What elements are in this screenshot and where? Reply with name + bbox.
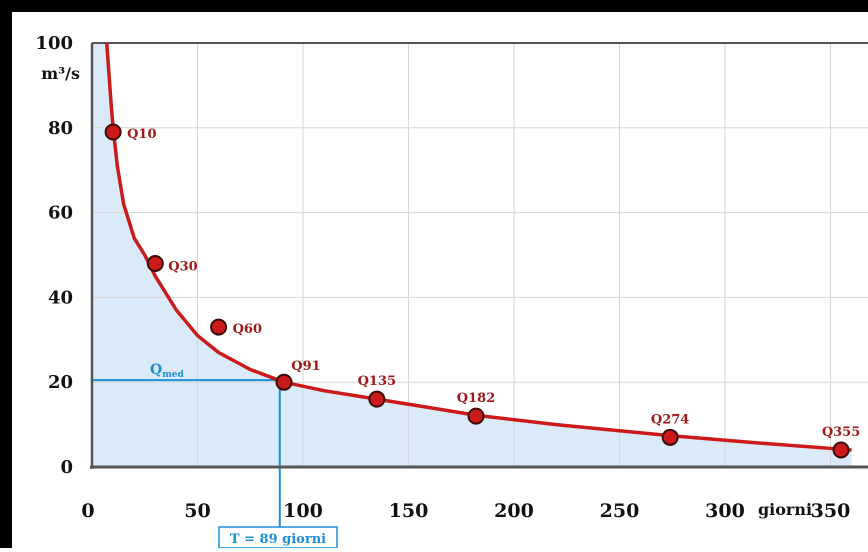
data-point-q135 (368, 390, 386, 408)
data-point-q60 (210, 318, 228, 336)
t-annotation-text: T = 89 giorni (230, 532, 326, 547)
data-point-q10 (104, 123, 122, 141)
point-label-q182: Q182 (457, 391, 495, 406)
x-tick-label: 150 (389, 500, 429, 522)
area-under-curve (92, 43, 852, 467)
data-point-q30 (146, 254, 164, 272)
data-point-q355 (832, 441, 850, 459)
y-tick-label: 80 (48, 118, 73, 139)
y-tick-label: 20 (48, 372, 73, 393)
y-axis-label: m³/s (41, 64, 80, 83)
point-label-q10: Q10 (127, 127, 156, 142)
y-tick-label: 40 (48, 287, 73, 308)
x-tick-label: 250 (600, 500, 640, 522)
y-tick-label: 100 (35, 33, 73, 54)
point-label-q135: Q135 (358, 374, 396, 389)
x-tick-label: 100 (283, 500, 323, 522)
point-label-q60: Q60 (233, 322, 262, 337)
x-tick-label: 300 (705, 500, 745, 522)
data-point-q274 (661, 428, 679, 446)
x-tick-label: 50 (184, 500, 210, 522)
qmed-subscript: med (162, 370, 184, 380)
point-label-q30: Q30 (168, 259, 197, 274)
y-tick-label: 0 (60, 457, 73, 478)
data-point-q91 (275, 373, 293, 391)
x-axis-label: giorni (758, 500, 812, 519)
point-label-q355: Q355 (822, 425, 860, 440)
duration-curve (105, 42, 852, 452)
x-tick-label: 0 (81, 500, 94, 522)
x-tick-label: 350 (811, 500, 851, 522)
point-label-q274: Q274 (651, 412, 689, 427)
y-tick-label: 60 (48, 203, 73, 224)
point-label-q91: Q91 (291, 359, 320, 374)
data-point-q182 (467, 407, 485, 425)
x-tick-label: 200 (494, 500, 534, 522)
